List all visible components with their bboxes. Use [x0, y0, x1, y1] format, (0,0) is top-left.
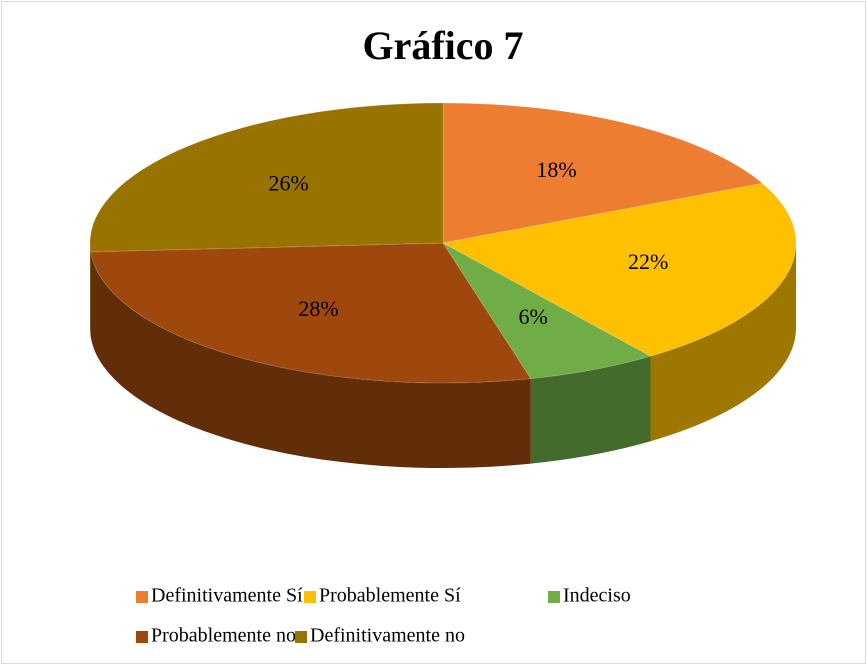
- legend-label: Indeciso: [563, 585, 631, 607]
- pie-slice: [90, 242, 532, 384]
- chart-title: Gráfico 7: [362, 23, 523, 68]
- legend-swatch: [548, 591, 560, 603]
- pie-side: [90, 243, 91, 337]
- pie-slice: [442, 242, 652, 380]
- legend-swatch: [136, 631, 148, 643]
- data-label: 26%: [268, 171, 308, 196]
- legend-label: Definitivamente no: [310, 625, 465, 647]
- pie-slice: [89, 102, 444, 253]
- legend-swatch: [295, 631, 307, 643]
- pie-side: [650, 243, 796, 442]
- legend-label: Definitivamente Sí: [151, 585, 303, 607]
- data-label: 6%: [519, 304, 548, 329]
- legend-label: Probablemente Sí: [319, 585, 461, 607]
- pie-slice: [442, 102, 764, 244]
- pie-side: [90, 251, 531, 469]
- pie-slice: [441, 182, 797, 357]
- legend-swatch: [136, 591, 148, 603]
- data-label: 28%: [298, 296, 338, 321]
- legend-swatch: [304, 591, 316, 603]
- data-label: 22%: [628, 249, 668, 274]
- pie-side: [530, 356, 651, 464]
- data-label: 18%: [536, 157, 576, 182]
- legend-label: Probablemente no: [151, 625, 296, 647]
